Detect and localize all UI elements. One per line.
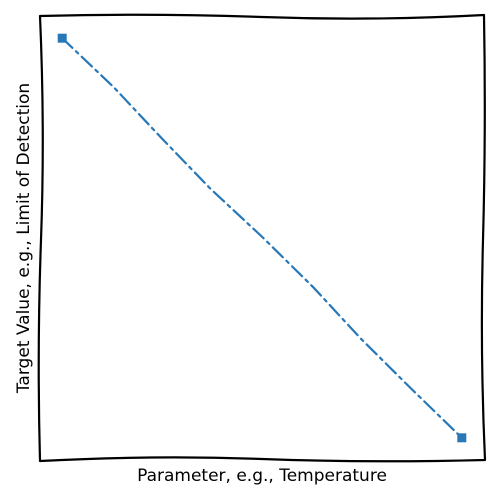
x-axis-label: Parameter, e.g., Temperature <box>137 466 387 486</box>
y-axis-label: Target Value, e.g., Limit of Detection <box>14 83 34 394</box>
series-line <box>62 38 462 438</box>
data-point-marker <box>457 433 466 442</box>
series-layer <box>58 34 467 443</box>
data-point-marker <box>58 34 67 43</box>
